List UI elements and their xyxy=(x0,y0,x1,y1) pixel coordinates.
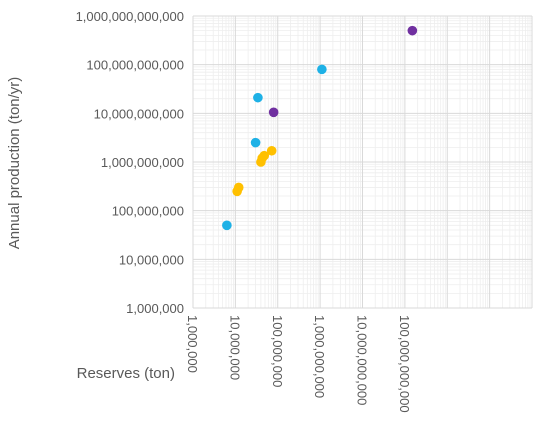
y-tick-label: 10,000,000,000 xyxy=(94,106,184,121)
y-axis-title: Annual production (ton/yr) xyxy=(6,77,23,250)
data-point xyxy=(268,107,279,118)
data-point xyxy=(253,92,263,103)
data-point xyxy=(266,145,277,156)
y-tick-label: 1,000,000 xyxy=(126,301,184,316)
x-tick-label: 10,000,000,000 xyxy=(355,315,370,405)
y-tick-label: 1,000,000,000,000 xyxy=(76,9,184,24)
x-tick-label: 10,000,000 xyxy=(227,315,242,380)
x-tick-label: 1,000,000,000 xyxy=(312,315,327,398)
x-axis-title: Reserves (ton) xyxy=(77,365,175,382)
y-tick-label: 1,000,000,000 xyxy=(101,155,184,170)
data-point xyxy=(317,64,327,75)
y-tick-label: 10,000,000 xyxy=(119,252,184,267)
data-point xyxy=(250,137,261,148)
data-point xyxy=(259,150,270,161)
major-gridlines xyxy=(192,15,533,309)
x-tick-label: 100,000,000 xyxy=(270,315,285,387)
data-point xyxy=(222,220,232,231)
x-tick-label: 100,000,000,000 xyxy=(397,315,412,413)
data-point xyxy=(407,25,418,36)
x-tick-label: 1,000,000 xyxy=(185,315,200,373)
data-points xyxy=(222,25,418,231)
y-tick-label: 100,000,000,000 xyxy=(86,58,184,73)
x-axis-tick-labels: 1,000,000 10,000,000 100,000,000 1,000,000,… xyxy=(185,315,412,413)
y-axis-tick-labels: 1,000,000 10,000,000 100,000,000 1,000,000,… xyxy=(76,9,184,316)
data-point xyxy=(233,182,244,193)
y-tick-label: 100,000,000 xyxy=(112,204,184,219)
